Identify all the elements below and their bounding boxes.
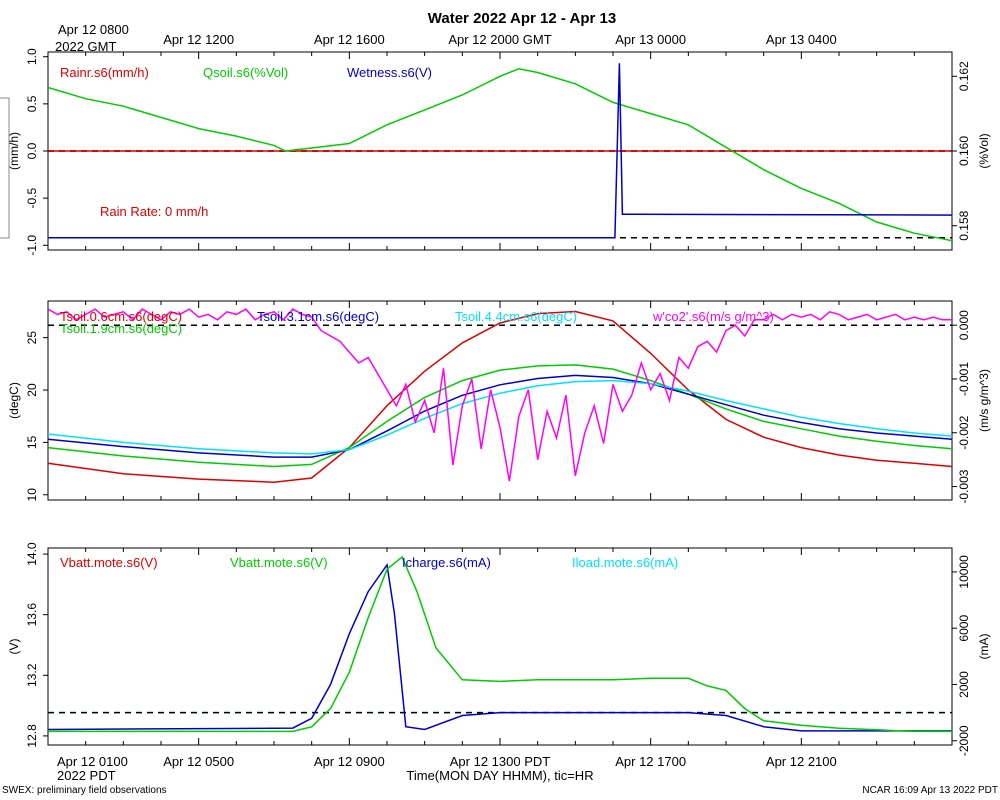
y-left-axis-label: (V) <box>7 639 21 655</box>
plot-frame <box>47 547 953 746</box>
y-left-tick-label: 25 <box>25 331 39 345</box>
panel-water: 1.0 0.5 0.0 -0.5 -1.0 (mm/h) 0.162 0.160 0.158 (%… <box>7 48 991 256</box>
panels: Apr 12 1200 Apr 12 1600 Apr 12 2000 GMT Apr… <box>7 32 991 769</box>
y-right-tick-label: 0.158 <box>957 210 971 240</box>
y-left-tick-label: 20 <box>25 383 39 397</box>
y-right-tick-label: 2000 <box>957 671 971 698</box>
y-right-axis-label: (m/s g/m^3) <box>977 369 991 432</box>
y-left-axis-label: (mm/h) <box>7 132 21 170</box>
y-left-tick-label: 13.6 <box>25 603 39 627</box>
legend-entry: Rainr.s6(mm/h) <box>60 65 149 80</box>
legend-entry: Tsoil.4.4cm.s6(degC) <box>455 309 577 324</box>
legend-entry: Tsoil.1.9cm.s6(degC) <box>60 321 182 336</box>
series-line-w-co2-s6-m-s-g-m-3- <box>47 308 952 482</box>
series-line-tsoil-1-9cm-s6-degc- <box>47 364 953 468</box>
legend-entry: Tsoil.3.1cm.s6(degC) <box>257 309 379 324</box>
legend-entry: Vbatt.mote.s6(V) <box>230 555 328 570</box>
legend-entry: Vbatt.mote.s6(V) <box>60 555 158 570</box>
y-left-tick-label: -0.5 <box>25 187 39 208</box>
rain-rate-annotation: Rain Rate: 0 mm/h <box>100 204 208 219</box>
footer-left: SWEX: preliminary field observations <box>2 785 167 796</box>
y-right-tick-label: -0.002 <box>957 415 971 449</box>
y-left-tick-label: 0.0 <box>25 142 39 159</box>
y-left-tick-label: 14.0 <box>25 542 39 566</box>
panel-power: 14.0 13.6 13.2 12.8 (V) 10000 6000 2000 -2000 (mA… <box>7 542 991 756</box>
chart-title: Water 2022 Apr 12 - Apr 13 <box>428 10 616 27</box>
y-left-tick-label: 12.8 <box>25 724 39 748</box>
series-line-tsoil-4-4cm-s6-degc- <box>47 379 953 455</box>
legend-entry: Iload.mote.s6(mA) <box>572 555 678 570</box>
panel-temperature: 25 20 15 10 (degC) 0.000 -0.001 -0.002 -0.003 (m/… <box>7 300 991 504</box>
plot-frame <box>47 300 953 501</box>
footer-right: NCAR 16:09 Apr 13 2022 PDT <box>862 785 998 796</box>
top-start-label-line2: 2022 GMT <box>55 39 116 54</box>
y-right-tick-label: 10000 <box>957 555 971 589</box>
series-line-tsoil-3-1cm-s6-degc- <box>47 374 953 458</box>
series-line-wetness-s6-v- <box>48 63 953 239</box>
y-right-tick-label: -0.001 <box>957 362 971 396</box>
y-right-tick-label: -0.003 <box>957 469 971 503</box>
legend-entry: Wetness.s6(V) <box>347 65 432 80</box>
top-axis-tick-label: Apr 12 1600 <box>314 32 385 47</box>
y-right-axis-label: (mA) <box>977 634 991 660</box>
y-right-tick-label: 6000 <box>957 615 971 642</box>
bottom-axis-tick-label: Apr 12 1300 PDT <box>450 754 551 769</box>
legend-entry: Qsoil.s6(%Vol) <box>203 65 288 80</box>
series-line-vbatt-mote-s6-v- <box>48 555 952 733</box>
y-right-tick-label: 0.162 <box>957 61 971 91</box>
series-line-icharge-s6-ma- <box>47 562 952 732</box>
y-left-tick-label: 10 <box>25 488 39 502</box>
top-axis-tick-label: Apr 12 2000 GMT <box>448 32 551 47</box>
y-right-tick-label: 0.000 <box>957 310 971 340</box>
y-left-tick-label: 15 <box>25 435 39 449</box>
top-start-label-line1: Apr 12 0800 <box>58 22 129 37</box>
y-left-tick-label: 1.0 <box>25 48 39 65</box>
y-left-tick-label: 0.5 <box>25 95 39 112</box>
bottom-axis-tick-label: Apr 12 1700 <box>615 754 686 769</box>
legend-entry: Icharge.s6(mA) <box>402 555 491 570</box>
y-left-tick-label: -1.0 <box>25 235 39 256</box>
series-line-tsoil-0-6cm-s6-degc- <box>47 310 953 483</box>
top-axis-tick-label: Apr 13 0400 <box>766 32 837 47</box>
y-right-tick-label: 0.160 <box>957 136 971 166</box>
bottom-axis-tick-label: Apr 12 0500 <box>163 754 234 769</box>
bottom-axis-tick-label: Apr 12 2100 <box>766 754 837 769</box>
y-right-tick-label: -2000 <box>957 725 971 756</box>
bottom-axis-tick-label: Apr 12 0900 <box>314 754 385 769</box>
top-axis-tick-label: Apr 13 0000 <box>615 32 686 47</box>
y-left-axis-label: (degC) <box>7 382 21 419</box>
y-left-tick-label: 13.2 <box>25 663 39 687</box>
x-axis-label: Time(MON DAY HHMM), tic=HR <box>406 768 593 783</box>
bottom-start-label-line2: 2022 PDT <box>57 768 116 783</box>
side-bracket <box>0 97 10 239</box>
legend-entry: Tsoil.0.6cm.s6(degC) <box>60 309 182 324</box>
legend-entry: w'co2'.s6(m/s g/m^3) <box>652 309 774 324</box>
top-axis-tick-label: Apr 12 1200 <box>163 32 234 47</box>
y-right-axis-label: (%Vol) <box>977 133 991 168</box>
series-line-qsoil-s6-vol- <box>47 68 953 242</box>
bottom-start-label-line1: Apr 12 0100 <box>57 754 128 769</box>
